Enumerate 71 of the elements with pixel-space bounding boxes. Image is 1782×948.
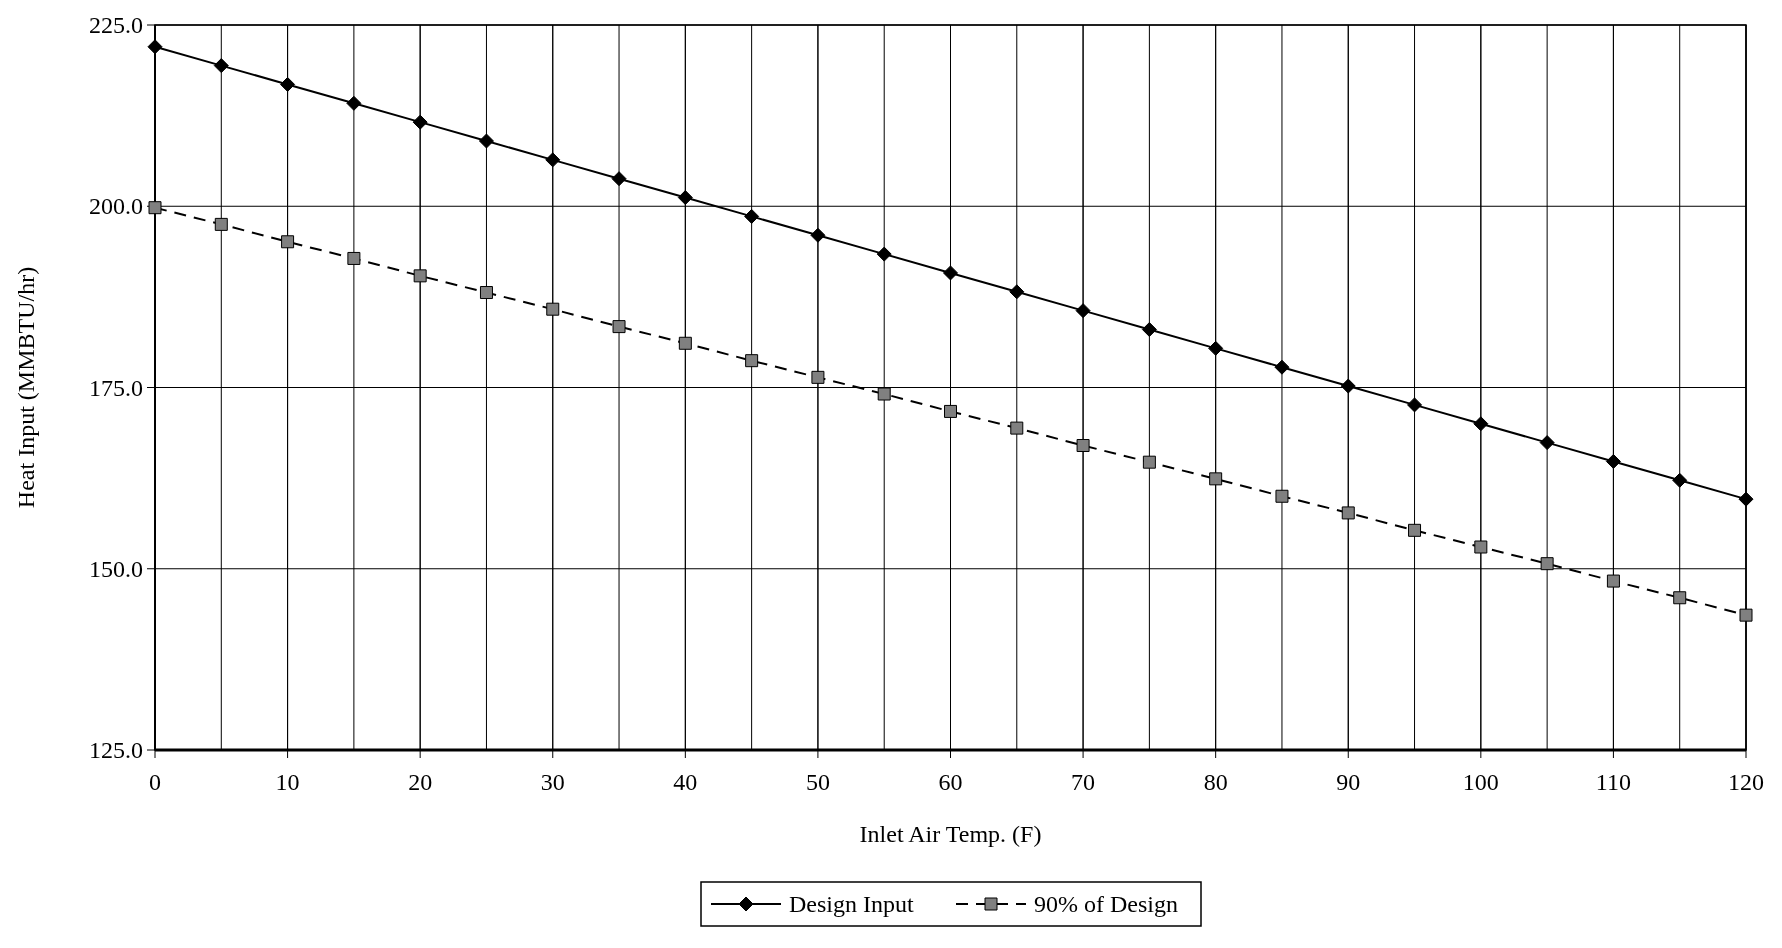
y-tick-label: 200.0 (89, 193, 143, 220)
point (1606, 574, 1620, 588)
x-tick-label: 100 (1462, 769, 1499, 795)
point (347, 251, 361, 265)
point (1341, 506, 1355, 520)
point (412, 114, 428, 130)
point (810, 227, 826, 243)
point (1075, 303, 1091, 319)
x-tick-label: 70 (1071, 769, 1096, 795)
point (1605, 453, 1621, 469)
y-axis-title: Heat Input (MMBTU/hr) (13, 266, 39, 509)
x-tick-label: 10 (275, 769, 300, 795)
point (545, 152, 561, 168)
point (1540, 557, 1554, 571)
x-tick-label: 120 (1728, 769, 1764, 795)
point (280, 76, 296, 92)
point (744, 208, 760, 224)
point (281, 235, 295, 249)
point (1539, 435, 1555, 451)
legend-label: Design Input (789, 891, 914, 917)
point (1672, 472, 1688, 488)
x-tick-label: 20 (408, 769, 433, 795)
point (677, 190, 693, 206)
point (546, 302, 560, 316)
x-tick-label: 90 (1336, 769, 1361, 795)
x-tick-label: 40 (673, 769, 698, 795)
point (1738, 491, 1754, 507)
y-tick-label: 125.0 (89, 737, 143, 763)
point (944, 404, 957, 418)
x-tick-label: 60 (938, 769, 963, 795)
x-tick-label: 50 (805, 769, 830, 795)
point (678, 336, 692, 350)
x-tick-label: 30 (540, 769, 565, 795)
point (811, 370, 825, 384)
point (213, 58, 229, 74)
point (745, 354, 759, 368)
point (214, 217, 228, 231)
x-tick-label: 0 (149, 769, 161, 795)
point (1473, 416, 1489, 432)
point (1275, 489, 1289, 503)
x-tick-label: 110 (1595, 769, 1631, 795)
point (1673, 591, 1687, 605)
point (413, 269, 427, 283)
point (1076, 439, 1090, 452)
point (478, 133, 494, 149)
point (1142, 455, 1156, 469)
point (1141, 322, 1157, 337)
point (479, 286, 493, 300)
point (1010, 421, 1024, 435)
point (1009, 284, 1025, 300)
legend-label: 90% of Design (1034, 891, 1178, 917)
point (1274, 359, 1290, 375)
point (1209, 472, 1223, 486)
x-tick-label: 80 (1203, 769, 1228, 795)
point (876, 246, 892, 262)
point (1474, 540, 1488, 554)
point (1407, 397, 1423, 413)
y-tick-label: 150.0 (89, 555, 143, 582)
point (612, 320, 626, 334)
x-axis-title: Inlet Air Temp. (F) (859, 821, 1042, 847)
point (147, 39, 163, 55)
point (1208, 340, 1224, 356)
point (1408, 523, 1422, 537)
point (611, 171, 627, 187)
point (346, 95, 362, 111)
y-tick-label: 175.0 (89, 374, 143, 401)
point (1739, 608, 1753, 622)
point (943, 265, 958, 281)
point (877, 387, 891, 401)
point (1340, 378, 1356, 394)
y-tick-label: 225.0 (89, 12, 143, 38)
